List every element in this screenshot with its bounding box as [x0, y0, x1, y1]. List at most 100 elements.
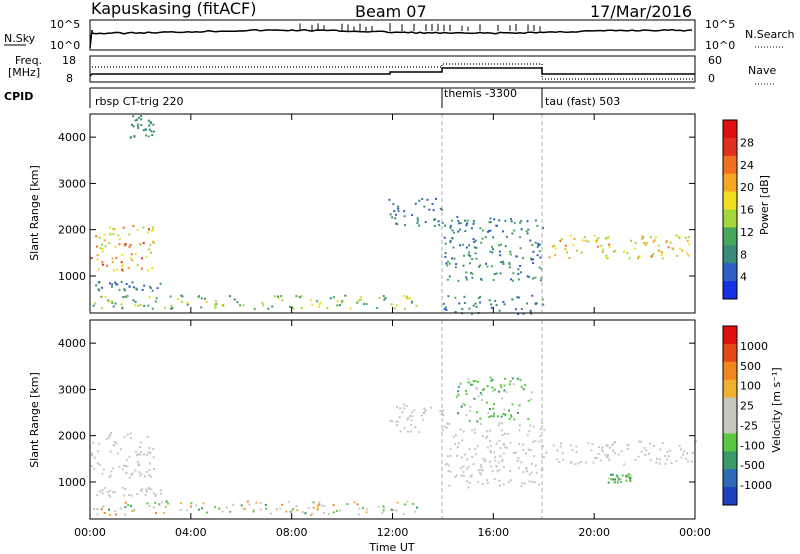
- power-cell: [495, 224, 498, 227]
- x-tick-label: 20:00: [578, 526, 610, 539]
- velocity-cell: [607, 454, 609, 456]
- power-cell: [393, 307, 396, 310]
- power-colorbar-tick: 28: [740, 136, 754, 149]
- power-cell: [488, 221, 491, 224]
- power-ytick-label: 4000: [58, 131, 86, 144]
- velocity-cell: [214, 506, 217, 509]
- power-cell: [510, 220, 513, 223]
- velocity-cell: [503, 408, 506, 411]
- velocity-cell: [467, 486, 470, 489]
- power-cell: [532, 250, 535, 253]
- power-cell: [134, 119, 137, 122]
- x-tick-label: 00:00: [679, 526, 711, 539]
- power-cell: [452, 246, 455, 249]
- velocity-cell: [491, 378, 494, 381]
- power-cell: [118, 288, 121, 291]
- velocity-cell: [527, 418, 530, 420]
- velocity-cell: [93, 456, 96, 459]
- nave-label: Nave: [748, 64, 776, 77]
- power-cell: [148, 228, 150, 231]
- velocity-cell: [493, 388, 496, 391]
- power-cell: [453, 257, 456, 260]
- velocity-cell: [90, 465, 93, 467]
- velocity-cell: [150, 488, 153, 491]
- velocity-cell: [522, 471, 525, 474]
- velocity-cell: [503, 389, 506, 392]
- power-cell: [113, 269, 115, 272]
- velocity-cell: [358, 507, 361, 510]
- power-ytick-label: 1000: [58, 270, 86, 283]
- power-cell: [526, 275, 529, 278]
- velocity-cell: [482, 388, 485, 390]
- power-cell: [137, 127, 140, 130]
- velocity-cell: [137, 453, 140, 456]
- power-cell: [444, 224, 446, 227]
- power-cell: [137, 304, 140, 307]
- velocity-cell: [625, 479, 628, 482]
- velocity-cell: [480, 463, 483, 466]
- power-cell: [448, 262, 451, 265]
- power-cell: [434, 218, 436, 221]
- power-cell: [576, 249, 578, 252]
- power-cell: [681, 249, 684, 252]
- velocity-cell: [462, 465, 465, 468]
- velocity-cell: [100, 508, 103, 511]
- velocity-cell: [614, 478, 616, 481]
- power-cell: [181, 300, 184, 303]
- velocity-colorbar-tick: -1000: [740, 479, 772, 492]
- power-cell: [409, 296, 411, 299]
- velocity-cell: [597, 453, 600, 456]
- velocity-cell: [608, 458, 611, 461]
- velocity-colorbar-tick: 25: [740, 400, 754, 413]
- velocity-colorbar-swatch: [723, 433, 737, 452]
- velocity-cell: [611, 473, 614, 476]
- velocity-cell: [279, 507, 282, 510]
- power-cell: [130, 136, 133, 139]
- velocity-cell: [290, 509, 293, 512]
- power-colorbar-swatch: [723, 120, 737, 139]
- velocity-cell: [468, 481, 471, 484]
- velocity-cell: [390, 508, 393, 511]
- power-cell: [471, 272, 474, 275]
- velocity-cell: [502, 483, 505, 486]
- power-cell: [675, 234, 678, 237]
- power-cell: [654, 236, 657, 239]
- power-cell: [508, 263, 511, 266]
- velocity-cell: [611, 449, 614, 452]
- power-cell: [447, 295, 450, 298]
- velocity-cell: [468, 447, 471, 450]
- velocity-cell: [410, 423, 413, 426]
- power-cell: [101, 307, 103, 310]
- power-cell: [606, 237, 609, 240]
- power-cell: [463, 302, 466, 304]
- velocity-cell: [556, 458, 559, 461]
- velocity-cell: [130, 473, 133, 476]
- power-cell: [311, 303, 314, 306]
- velocity-cell: [124, 488, 127, 490]
- power-cell: [479, 227, 482, 230]
- velocity-cell: [449, 470, 452, 473]
- velocity-cell: [638, 440, 641, 443]
- power-cell: [132, 125, 135, 128]
- power-cell: [135, 287, 138, 290]
- velocity-cell: [139, 446, 141, 448]
- power-cell: [461, 243, 464, 246]
- velocity-cell: [470, 383, 472, 386]
- power-cell: [141, 257, 144, 260]
- power-cell: [527, 228, 530, 231]
- velocity-cell: [489, 439, 492, 442]
- velocity-cell: [645, 449, 648, 452]
- velocity-cell: [454, 434, 457, 437]
- power-cell: [112, 305, 115, 308]
- freq-tick-bottom: 8: [66, 72, 73, 85]
- velocity-cell: [465, 392, 468, 395]
- velocity-cell: [406, 418, 409, 421]
- velocity-cell: [520, 461, 523, 464]
- power-cell: [538, 250, 541, 253]
- power-cell: [149, 251, 152, 254]
- power-cell: [530, 312, 533, 315]
- power-cell: [464, 219, 466, 222]
- velocity-cell: [92, 441, 95, 444]
- velocity-cell: [488, 416, 491, 418]
- power-cell: [607, 236, 610, 239]
